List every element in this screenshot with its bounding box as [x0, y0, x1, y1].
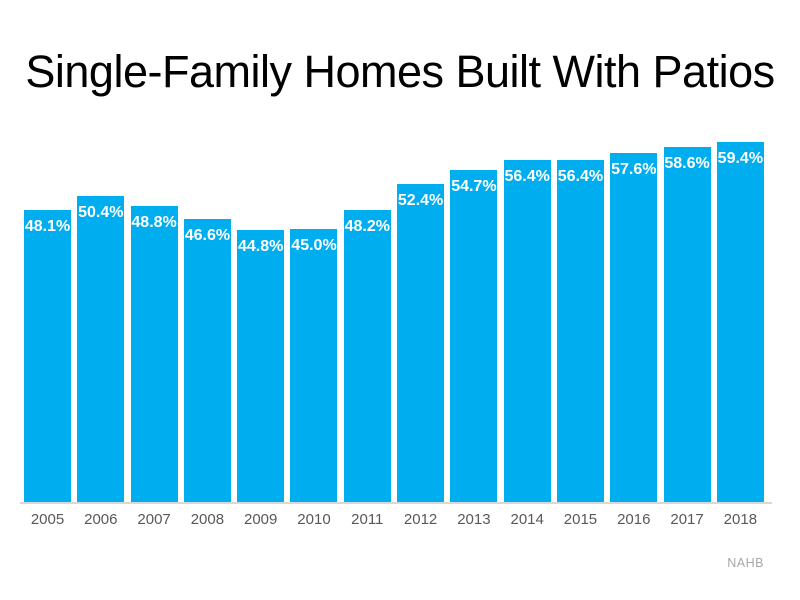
bar-value-label-2010: 45.0%: [291, 237, 337, 254]
bar-value-label-2006: 50.4%: [78, 204, 124, 222]
x-axis-label-2008: 2008: [190, 511, 225, 528]
x-axis-label-2011: 2011: [351, 511, 384, 528]
bar-2015: 56.4%: [556, 159, 604, 502]
bar-2011: 48.2%: [343, 209, 391, 502]
bar-value-label-2008: 46.6%: [184, 227, 231, 245]
bar-2007: 48.8%: [130, 205, 178, 502]
bar-value-label-2014: 56.4%: [504, 167, 550, 185]
x-axis-label-2016: 2016: [617, 511, 651, 528]
x-axis-label-2010: 2010: [297, 511, 331, 528]
x-axis-label-2006: 2006: [84, 511, 118, 528]
bar-2013: 54.7%: [450, 170, 498, 502]
bar-value-label-2005: 48.1%: [24, 218, 71, 236]
bar-value-label-2009: 44.8%: [238, 238, 284, 256]
x-axis-label-2015: 2015: [563, 511, 598, 528]
bar-2014: 56.4%: [503, 159, 551, 502]
bar-value-label-2012: 52.4%: [397, 192, 444, 210]
bar-value-label-2018: 59.4%: [717, 149, 764, 167]
bar-2009: 44.8%: [237, 230, 285, 502]
bar-value-label-2015: 56.4%: [557, 167, 604, 185]
source-label: NAHB: [727, 556, 764, 570]
x-axis-label-2013: 2013: [457, 511, 491, 528]
bar-2016: 57.6%: [610, 152, 658, 502]
x-axis-line: [20, 502, 772, 504]
x-axis-label-2012: 2012: [403, 511, 438, 528]
bar-value-label-2017: 58.6%: [664, 154, 710, 172]
bar-2010: 45.0%: [290, 229, 338, 502]
bar-2005: 48.1%: [24, 210, 71, 502]
bar-value-label-2011: 48.2%: [344, 217, 390, 235]
bar-chart-plot-area: 48.1% 50.4% 48.8% 46.6% 44.8% 45.0% 48.2% 52.4%…: [24, 138, 764, 502]
bar-2012: 52.4%: [397, 184, 445, 502]
bar-value-label-2016: 57.6%: [611, 160, 657, 178]
bar-value-label-2007: 48.8%: [131, 213, 177, 231]
bar-2006: 50.4%: [77, 196, 125, 502]
x-axis-label-2005: 2005: [30, 511, 65, 528]
bar-2017: 58.6%: [663, 146, 711, 502]
x-axis-label-2014: 2014: [510, 511, 544, 528]
bar-value-label-2013: 54.7%: [451, 178, 497, 196]
bar-2018: 59.4%: [716, 141, 764, 502]
x-axis-label-2007: 2007: [137, 511, 171, 528]
x-axis-labels: 2005 2006 2007 2008 2009 2010 2011 2012 2013 2014…: [24, 511, 764, 529]
x-axis-label-2009: 2009: [244, 511, 278, 528]
chart-title: Single-Family Homes Built With Patios: [25, 46, 775, 97]
bar-2008: 46.6%: [183, 219, 231, 502]
x-axis-label-2018: 2018: [723, 511, 758, 528]
x-axis-label-2017: 2017: [670, 511, 704, 528]
